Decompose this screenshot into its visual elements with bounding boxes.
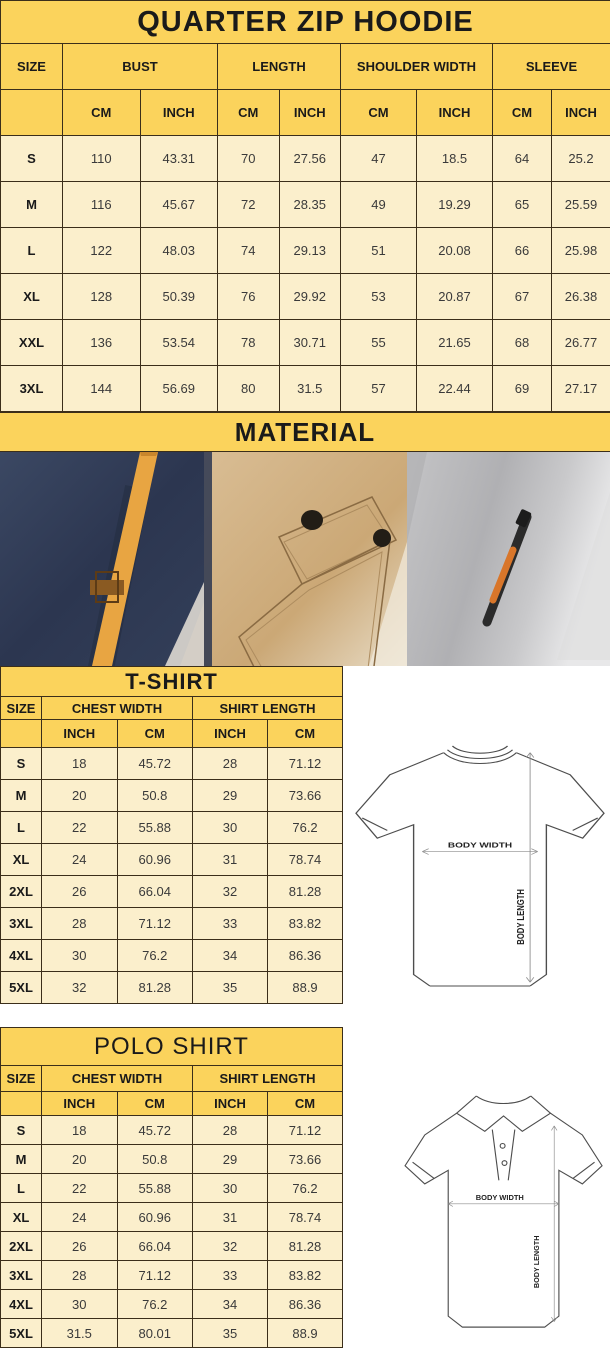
svg-text:BODY LENGTH: BODY LENGTH bbox=[515, 889, 526, 945]
svg-text:BODY WIDTH: BODY WIDTH bbox=[448, 841, 512, 850]
svg-text:BODY LENGTH: BODY LENGTH bbox=[532, 1236, 541, 1289]
svg-text:BODY WIDTH: BODY WIDTH bbox=[476, 1193, 524, 1202]
